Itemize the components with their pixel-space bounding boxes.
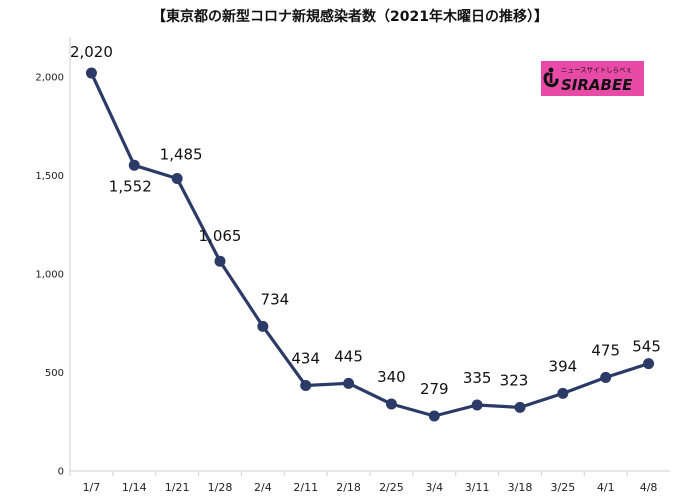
data-point <box>557 387 569 399</box>
data-point <box>471 399 483 411</box>
data-label: 734 <box>261 290 290 308</box>
data-label: 1,485 <box>160 145 203 163</box>
data-point <box>214 255 226 267</box>
x-tick-label: 3/11 <box>465 481 490 494</box>
x-tick-label: 4/8 <box>640 481 658 494</box>
data-point <box>643 358 655 370</box>
data-point <box>300 380 312 392</box>
data-label: 323 <box>500 371 529 389</box>
data-point <box>257 320 269 332</box>
data-label: 340 <box>377 368 406 386</box>
series-line <box>89 72 650 418</box>
axes: 0 500 1,000 1,500 2,000 1/7 1/14 1/21 1/28 2/4 2/1… <box>35 37 670 494</box>
x-tick-label: 3/4 <box>425 481 443 494</box>
x-tick-label: 3/18 <box>508 481 533 494</box>
sirabee-logo-mark: ニュースサイトしらべぇ SIRABEE <box>543 66 633 94</box>
chart-title: 【東京都の新型コロナ新規感染者数（2021年木曜日の推移）】 <box>152 9 548 25</box>
sirabee-logo: ニュースサイトしらべぇ SIRABEE <box>541 61 644 96</box>
x-tick-label: 1/21 <box>165 481 190 494</box>
x-tick-label: 1/28 <box>208 481 233 494</box>
data-point <box>514 401 526 413</box>
data-label: 445 <box>334 347 363 365</box>
data-label: 279 <box>420 380 449 398</box>
data-label: 1,552 <box>109 177 152 195</box>
data-point <box>128 159 140 171</box>
data-label: 545 <box>632 338 661 356</box>
data-point <box>343 377 355 389</box>
data-point <box>385 398 397 410</box>
logo-tagline: ニュースサイトしらべぇ <box>561 66 632 74</box>
x-tick-label: 3/25 <box>551 481 576 494</box>
data-label: 394 <box>549 357 578 375</box>
y-tick-label: 500 <box>45 368 64 379</box>
data-labels: 2,020 1,552 1,485 1,065 734 434 445 340 279 335 32… <box>70 43 661 398</box>
y-tick-label: 2,000 <box>35 73 64 84</box>
data-point <box>428 410 440 422</box>
x-tick-label: 4/1 <box>597 481 615 494</box>
x-tick-label: 1/7 <box>83 481 101 494</box>
data-label: 2,020 <box>70 43 113 61</box>
logo-brand: SIRABEE <box>561 76 633 94</box>
y-tick-label: 0 <box>58 467 64 478</box>
y-tick-label: 1,000 <box>35 270 64 281</box>
data-label: 475 <box>591 341 620 359</box>
x-tick-label: 2/25 <box>379 481 404 494</box>
x-tick-label: 2/4 <box>254 481 272 494</box>
x-tick-label: 2/18 <box>336 481 361 494</box>
x-tick-label: 1/14 <box>122 481 147 494</box>
x-tick-label: 2/11 <box>293 481 318 494</box>
data-point <box>171 172 183 184</box>
series-line-group <box>89 72 650 418</box>
data-point <box>600 371 612 383</box>
data-point <box>85 67 97 79</box>
data-label: 434 <box>291 350 320 368</box>
y-tick-label: 1,500 <box>35 171 64 182</box>
data-label: 1,065 <box>199 227 242 245</box>
data-points <box>85 67 655 422</box>
data-label: 335 <box>463 369 492 387</box>
